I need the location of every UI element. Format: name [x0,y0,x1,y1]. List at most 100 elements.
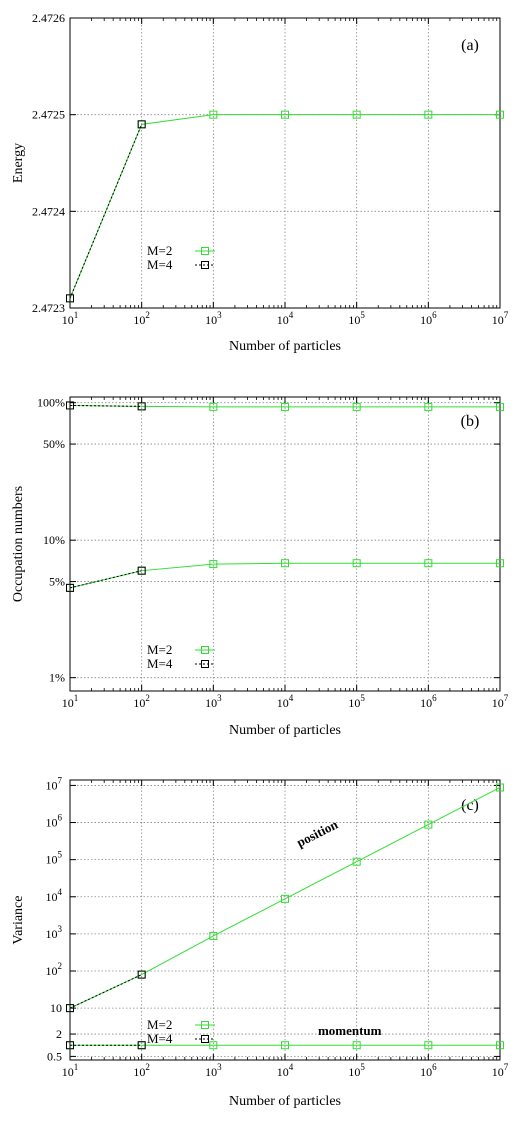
data-point-m2 [496,783,504,792]
tick-label-x: 102 [133,693,150,710]
legend-marker [201,261,209,269]
tick-label-y: 107 [46,775,63,792]
data-point-m4 [66,1041,74,1050]
data-point-m2 [496,559,504,568]
data-point-m2 [424,110,433,119]
data-point-m2 [281,894,289,903]
panel-label: (b) [461,413,480,430]
y-axis-label: Energy [11,143,26,183]
tick-label-x: 105 [348,693,365,710]
tick-label-y: 102 [46,961,63,978]
annotation-label: momentum [318,1023,382,1038]
tick-label-y: 0.5 [47,1049,62,1063]
data-point-m2 [424,402,433,411]
tick-label-x: 105 [348,1062,365,1079]
tick-label-y: 103 [46,924,63,941]
data-point-m4 [137,1041,146,1050]
y-axis-label: Variance [11,896,26,945]
tick-label-x: 105 [348,310,365,327]
data-point-m2 [281,1041,289,1050]
legend-label: M=4 [147,257,173,272]
tick-label-y: 1% [49,671,65,685]
annotation-label: position [294,816,341,850]
data-point-m2 [352,402,361,411]
tick-label-x: 103 [205,310,222,327]
tick-label-y: 2 [56,1027,62,1041]
legend-label: M=4 [147,1031,173,1046]
data-point-m2 [352,559,361,568]
tick-label-x: 104 [277,693,294,710]
data-point-m2 [209,560,218,569]
tick-label-x: 102 [133,310,150,327]
tick-label-y: 2.4723 [32,301,65,315]
tick-label-y: 100% [37,396,65,410]
legend-marker [201,1035,209,1043]
data-point-m2 [209,110,218,119]
tick-label-y: 2.4726 [32,11,65,25]
tick-label-x: 104 [277,1062,294,1079]
series-line-m2 [69,404,500,408]
data-point-m4 [66,583,74,592]
series-line-m4 [69,124,143,299]
tick-label-x: 104 [277,310,294,327]
legend-label: M=2 [147,642,172,657]
x-axis-label: Number of particles [229,1094,341,1109]
tick-label-y: 105 [46,850,63,867]
data-point-m2 [496,110,504,119]
panel-label: (a) [461,37,479,54]
data-point-m2 [424,559,433,568]
tick-label-y: 10 [50,1001,62,1015]
series-line-m4 [69,570,142,589]
tick-label-x: 102 [133,1062,150,1079]
tick-label-y: 10% [43,533,65,547]
data-point-m2 [209,931,218,940]
tick-label-x: 101 [62,693,79,710]
data-point-m2 [209,402,218,411]
data-point-m4 [66,1004,74,1013]
y-axis-label: Occupation numbers [11,486,26,602]
tick-label-y: 2.4725 [32,108,65,122]
tick-label-x: 106 [420,1062,437,1079]
tick-label-x: 101 [62,1062,79,1079]
data-point-m4 [137,970,146,979]
tick-label-x: 107 [492,1062,509,1079]
tick-label-x: 103 [205,1062,222,1079]
tick-label-x: 106 [420,310,437,327]
series-line-m2 [69,787,501,1009]
data-point-m4 [137,566,146,575]
tick-label-x: 101 [62,310,79,327]
tick-label-y: 104 [46,887,63,904]
tick-label-x: 103 [205,693,222,710]
legend-label: M=4 [147,656,173,671]
x-axis-label: Number of particles [229,339,341,354]
data-point-m4 [66,294,74,303]
legend-marker [201,660,209,668]
data-point-m2 [352,857,361,866]
data-point-m2 [209,1041,218,1050]
legend-marker [201,247,209,255]
data-point-m2 [352,1041,361,1050]
tick-label-y: 5% [49,575,65,589]
data-point-m2 [281,402,289,411]
data-point-m2 [281,559,289,568]
data-point-m4 [66,401,74,410]
tick-label-x: 107 [492,310,509,327]
data-point-m4 [137,402,146,411]
series-line-m4 [69,974,142,1009]
x-axis-label: Number of particles [229,723,341,738]
data-point-m2 [424,820,433,829]
legend-label: M=2 [147,243,172,258]
data-point-m2 [352,110,361,119]
data-point-m2 [496,1041,504,1050]
tick-label-x: 107 [492,693,509,710]
tick-label-y: 106 [46,813,63,830]
legend-marker [201,1021,209,1029]
data-point-m2 [496,402,504,411]
series-line-m2 [69,114,500,299]
data-point-m2 [281,110,289,119]
legend-label: M=2 [147,1017,172,1032]
legend-marker [201,646,209,654]
tick-label-y: 2.4724 [32,204,65,218]
data-point-m4 [137,120,146,129]
